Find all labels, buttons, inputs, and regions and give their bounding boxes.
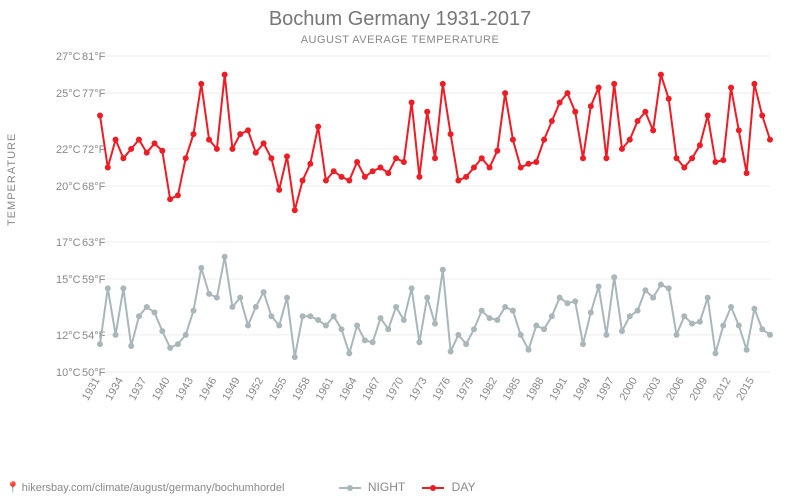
svg-text:1949: 1949 [220,376,243,403]
svg-text:1976: 1976 [431,376,454,403]
plot-area: 10°C50°F12°C54°F15°C59°F17°C63°F20°C68°F… [100,56,780,426]
svg-text:1961: 1961 [314,376,337,403]
svg-text:1973: 1973 [407,376,430,403]
svg-text:1943: 1943 [173,376,196,403]
svg-text:1997: 1997 [594,376,617,403]
svg-text:2000: 2000 [618,376,641,403]
temperature-chart: Bochum Germany 1931-2017 AUGUST AVERAGE … [0,0,800,500]
svg-text:2006: 2006 [664,376,687,403]
svg-text:1970: 1970 [384,376,407,403]
svg-text:1979: 1979 [454,376,477,403]
svg-text:1946: 1946 [197,376,220,403]
svg-text:1934: 1934 [103,376,126,403]
legend-label-night: NIGHT [368,480,405,494]
source-text: hikersbay.com/climate/august/germany/boc… [22,482,285,494]
chart-subtitle: AUGUST AVERAGE TEMPERATURE [0,34,800,46]
legend-swatch-day [422,487,444,489]
svg-text:10°C: 10°C [56,367,81,379]
chart-svg: 10°C50°F12°C54°F15°C59°F17°C63°F20°C68°F… [100,56,780,426]
svg-text:2015: 2015 [734,376,757,403]
svg-text:72°F: 72°F [82,144,106,156]
svg-text:20°C: 20°C [56,181,81,193]
pin-icon: 📍 [6,482,20,494]
svg-text:17°C: 17°C [56,237,81,249]
legend-label-day: DAY [452,480,476,494]
svg-text:1994: 1994 [571,376,594,403]
svg-text:1952: 1952 [244,376,267,403]
source-credit: 📍hikersbay.com/climate/august/germany/bo… [6,481,284,494]
legend-swatch-night [339,487,361,489]
svg-text:25°C: 25°C [56,88,81,100]
svg-text:77°F: 77°F [82,88,106,100]
svg-text:2009: 2009 [688,376,711,403]
svg-text:81°F: 81°F [82,51,106,63]
svg-text:59°F: 59°F [82,274,106,286]
svg-text:15°C: 15°C [56,274,81,286]
svg-text:1985: 1985 [501,376,524,403]
svg-text:1982: 1982 [477,376,500,403]
svg-text:27°C: 27°C [56,51,81,63]
svg-text:1955: 1955 [267,376,290,403]
svg-text:1931: 1931 [80,376,103,403]
chart-title: Bochum Germany 1931-2017 [0,8,800,31]
y-axis-label: TEMPERATURE [6,133,18,226]
svg-text:1988: 1988 [524,376,547,403]
svg-text:63°F: 63°F [82,237,106,249]
svg-text:1967: 1967 [360,376,383,403]
svg-text:2012: 2012 [711,376,734,403]
svg-text:1937: 1937 [127,376,150,403]
svg-text:1991: 1991 [547,376,570,403]
svg-text:1964: 1964 [337,376,360,403]
svg-text:1958: 1958 [290,376,313,403]
svg-text:1940: 1940 [150,376,173,403]
svg-text:68°F: 68°F [82,181,106,193]
svg-text:22°C: 22°C [56,144,81,156]
svg-text:12°C: 12°C [56,330,81,342]
svg-text:2003: 2003 [641,376,664,403]
